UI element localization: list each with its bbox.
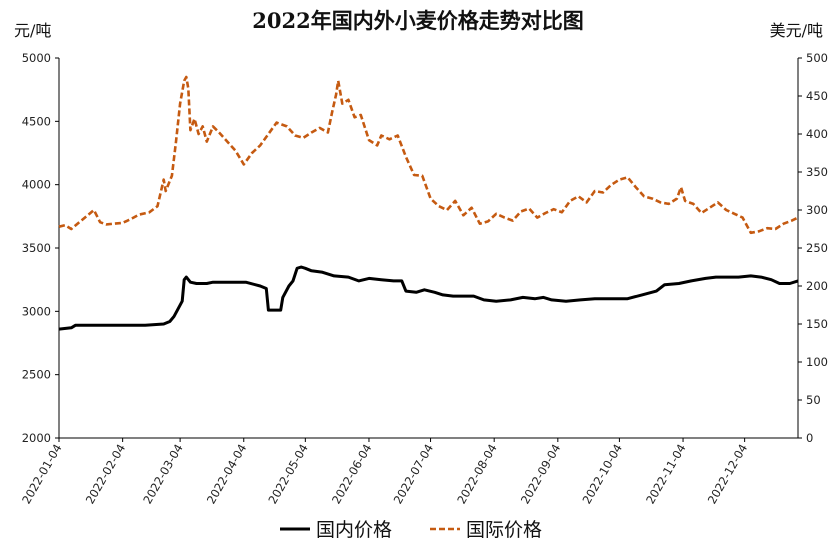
legend-item-domestic: 国内价格 xyxy=(280,519,392,541)
right-tick-label: 350 xyxy=(806,165,828,179)
left-tick-label: 4500 xyxy=(22,114,51,128)
x-tick-label: 2022-05-04 xyxy=(265,442,311,507)
left-tick-label: 2500 xyxy=(22,368,51,382)
right-tick-label: 150 xyxy=(806,317,828,331)
series-layer xyxy=(58,75,799,331)
chart-title: 2022年国内外小麦价格走势对比图 xyxy=(252,8,583,33)
x-tick-label: 2022-09-04 xyxy=(518,442,564,507)
x-tick-label: 2022-12-04 xyxy=(705,442,751,507)
right-tick-label: 500 xyxy=(806,51,828,65)
series-domestic xyxy=(58,265,799,331)
right-tick-label: 50 xyxy=(806,393,821,407)
left-tick-label: 3500 xyxy=(22,241,51,255)
legend-label: 国际价格 xyxy=(466,519,542,541)
legend-label: 国内价格 xyxy=(316,519,392,541)
x-tick-label: 2022-10-04 xyxy=(579,442,625,507)
series-line xyxy=(58,75,799,235)
x-tick-label: 2022-11-04 xyxy=(643,442,689,507)
series-line xyxy=(58,265,799,331)
x-tick-label: 2022-04-04 xyxy=(204,442,250,507)
series-international xyxy=(58,75,799,235)
left-tick-label: 3000 xyxy=(22,304,51,318)
right-tick-label: 450 xyxy=(806,89,828,103)
legend-item-international: 国际价格 xyxy=(430,519,542,541)
x-tick-label: 2022-08-04 xyxy=(454,442,500,507)
x-tick-label: 2022-06-04 xyxy=(329,442,375,507)
right-tick-label: 100 xyxy=(806,355,828,369)
x-tick-label: 2022-03-04 xyxy=(140,442,186,507)
x-tick-label: 2022-01-04 xyxy=(19,442,65,507)
x-tick-label: 2022-02-04 xyxy=(83,442,129,507)
left-axis-unit: 元/吨 xyxy=(14,21,51,40)
x-tick-label: 2022-07-04 xyxy=(391,442,437,507)
right-axis-unit: 美元/吨 xyxy=(770,21,823,40)
right-tick-label: 300 xyxy=(806,203,828,217)
left-tick-label: 2000 xyxy=(22,431,51,445)
left-tick-label: 5000 xyxy=(22,51,51,65)
right-tick-label: 250 xyxy=(806,241,828,255)
right-tick-label: 200 xyxy=(806,279,828,293)
left-tick-label: 4000 xyxy=(22,178,51,192)
right-tick-label: 400 xyxy=(806,127,828,141)
right-tick-label: 0 xyxy=(806,431,813,445)
legend: 国内价格 国际价格 xyxy=(280,519,542,541)
